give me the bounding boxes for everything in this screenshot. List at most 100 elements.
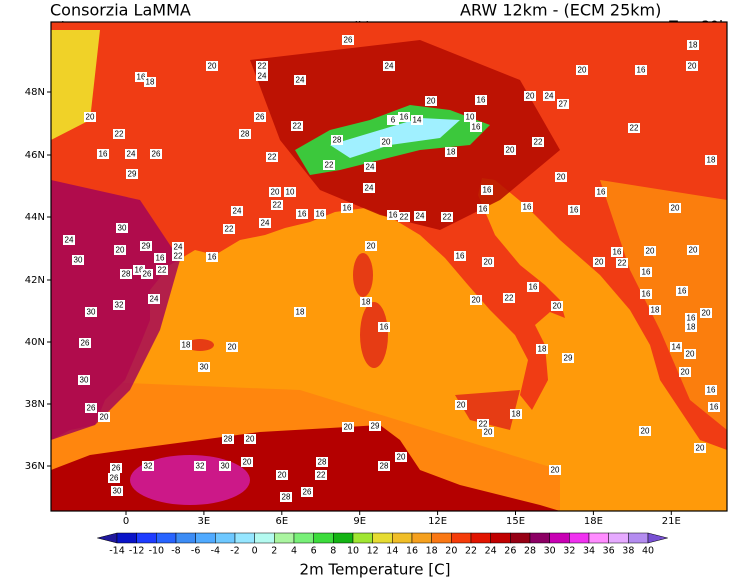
station-temp: 30 (80, 376, 89, 385)
colorbar-box (510, 532, 531, 544)
station-temp: 16 (298, 210, 307, 219)
colorbar-box (333, 532, 354, 544)
colorbar-label: 0 (252, 546, 258, 557)
station-temp: 18 (512, 410, 521, 419)
station-temp: 16 (316, 210, 325, 219)
colorbar-box (549, 532, 570, 544)
station-box (256, 61, 268, 71)
station-temp: 24 (258, 72, 267, 81)
colorbar-label: 30 (544, 546, 556, 557)
station-box (120, 269, 132, 279)
colorbar-box (274, 532, 295, 544)
station-temp: 10 (466, 113, 475, 122)
colorbar-box (234, 532, 255, 544)
lat-label: 36N (25, 461, 45, 472)
station-box (679, 367, 691, 377)
station-temp: 20 (86, 113, 95, 122)
station-box (470, 295, 482, 305)
station-temp: 27 (559, 100, 568, 109)
station-box (113, 300, 125, 310)
station-temp: 20 (382, 138, 391, 147)
station-box (708, 402, 720, 412)
station-temp: 22 (618, 259, 627, 268)
station-box (611, 247, 623, 257)
station-temp: 26 (303, 488, 312, 497)
lon-label: 15E (506, 516, 525, 527)
station-box (383, 61, 395, 71)
station-box (116, 223, 128, 233)
station-box (477, 204, 489, 214)
station-box (280, 492, 292, 502)
station-temp: 16 (156, 254, 165, 263)
station-temp: 16 (710, 403, 719, 412)
station-box (649, 305, 661, 315)
station-box (685, 313, 697, 323)
station-temp: 24 (65, 236, 74, 245)
station-temp: 24 (366, 163, 375, 172)
station-box (98, 412, 110, 422)
station-box (271, 200, 283, 210)
station-box (133, 265, 145, 275)
lon-label: 6E (275, 516, 288, 527)
station-temp: 24 (233, 207, 242, 216)
station-temp: 18 (146, 78, 155, 87)
alps-peaks (330, 118, 460, 158)
station-temp: 16 (137, 73, 146, 82)
station-temp: 18 (651, 306, 660, 315)
station-temp: 16 (456, 252, 465, 261)
station-temp: 20 (702, 309, 711, 318)
station-box (669, 203, 681, 213)
station-temp: 30 (200, 363, 209, 372)
station-temp: 16 (613, 248, 622, 257)
station-temp: 16 (707, 386, 716, 395)
station-temp: 22 (293, 122, 302, 131)
station-temp: 18 (689, 41, 698, 50)
station-box (294, 307, 306, 317)
station-box (206, 61, 218, 71)
station-box (369, 421, 381, 431)
station-box (241, 457, 253, 467)
station-box (616, 258, 628, 268)
station-temp: 16 (529, 283, 538, 292)
colorbar-box (529, 532, 550, 544)
lat-label: 42N (25, 275, 45, 286)
station-box (259, 218, 271, 228)
station-box (85, 403, 97, 413)
station-box (687, 40, 699, 50)
station-box (291, 121, 303, 131)
station-box (398, 212, 410, 222)
colorbar-label: -8 (171, 546, 180, 557)
station-temp: 24 (174, 243, 183, 252)
lon-label: 9E (353, 516, 366, 527)
station-box (524, 91, 536, 101)
colorbar-label: -14 (109, 546, 125, 557)
station-temp: 24 (261, 219, 270, 228)
colorbar-box (431, 532, 452, 544)
station-box (705, 155, 717, 165)
station-box (206, 252, 218, 262)
station-box (595, 187, 607, 197)
colorbar-box (156, 532, 177, 544)
station-box (315, 470, 327, 480)
colorbar-label: 22 (465, 546, 477, 557)
station-temp: 14 (413, 116, 422, 125)
station-box (276, 470, 288, 480)
station-temp: 18 (296, 308, 305, 317)
station-box (503, 293, 515, 303)
station-box (108, 473, 120, 483)
station-box (342, 35, 354, 45)
station-temp: 20 (116, 246, 125, 255)
station-box (239, 129, 251, 139)
station-temp: 20 (246, 435, 255, 444)
station-box (156, 265, 168, 275)
station-temp: 22 (505, 294, 514, 303)
station-temp: 16 (135, 266, 144, 275)
colorbar-label: 40 (642, 546, 654, 557)
station-temp: 20 (696, 444, 705, 453)
map-frame (50, 21, 728, 512)
station-box (395, 452, 407, 462)
station-box (562, 353, 574, 363)
station-temp: 16 (637, 66, 646, 75)
station-box (510, 409, 522, 419)
